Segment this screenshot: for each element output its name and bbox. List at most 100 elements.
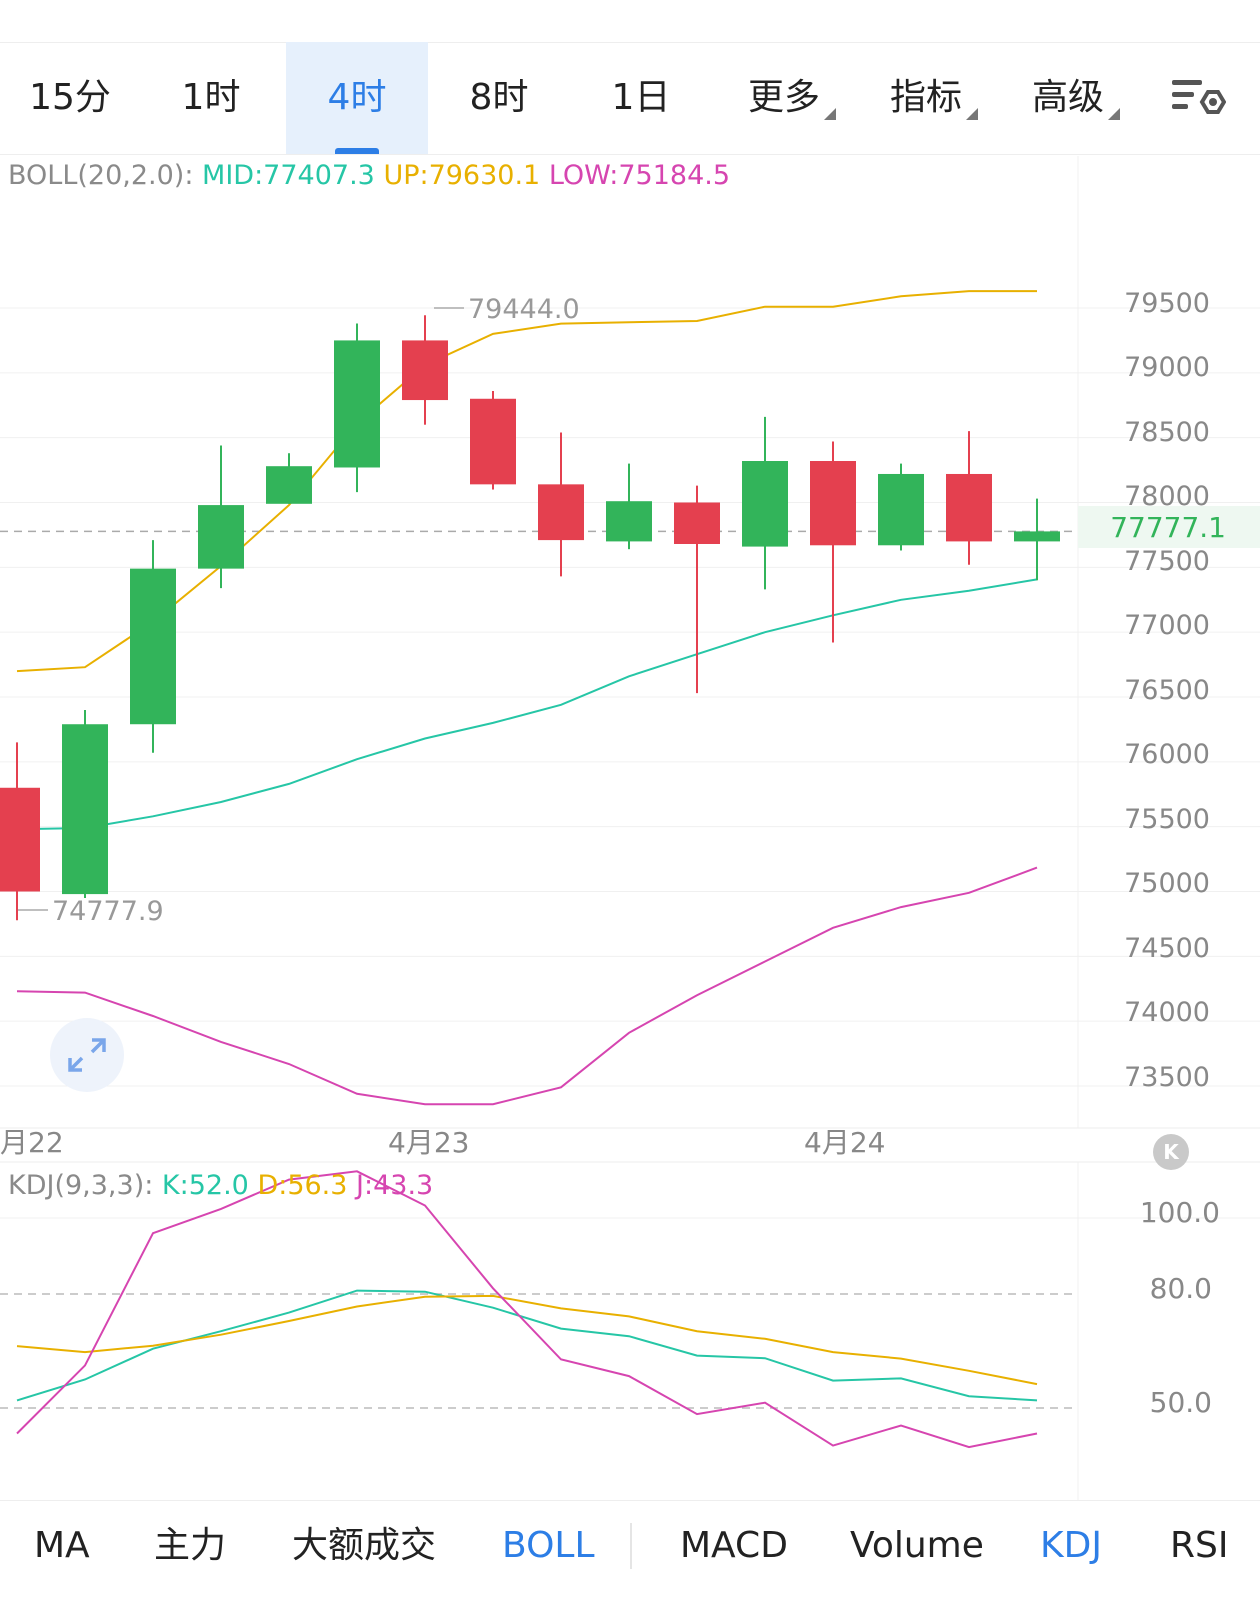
kdj-k-value: K:52.0 bbox=[161, 1170, 249, 1201]
tab-4h[interactable]: 4时 bbox=[286, 42, 428, 154]
price-tick: 77000 bbox=[1124, 610, 1210, 641]
tab-separator bbox=[630, 1523, 632, 1569]
candle bbox=[606, 463, 652, 550]
price-tick: 77500 bbox=[1124, 546, 1210, 577]
candle bbox=[0, 742, 40, 921]
candle-body bbox=[742, 461, 788, 547]
rewind-icon: K bbox=[1163, 1140, 1179, 1164]
indicators-dropdown[interactable]: 指标 bbox=[890, 42, 979, 154]
boll-name: BOLL(20,2.0): bbox=[8, 160, 194, 191]
dropdown-triangle-icon bbox=[966, 108, 979, 120]
kdj-tick: 50.0 bbox=[1150, 1386, 1212, 1419]
expand-icon bbox=[68, 1038, 106, 1072]
candle bbox=[878, 463, 924, 551]
price-tick: 79500 bbox=[1124, 288, 1210, 319]
candlestick-chart[interactable]: 79444.0 74777.9 79500 79000 78500 78000 … bbox=[0, 0, 1260, 1500]
fullscreen-button[interactable] bbox=[50, 1018, 124, 1092]
divider bbox=[0, 42, 1260, 43]
tab-1d[interactable]: 1日 bbox=[611, 77, 671, 118]
current-price-box bbox=[1078, 506, 1260, 548]
boll-mid-value: MID:77407.3 bbox=[202, 160, 375, 191]
tab-rsi[interactable]: RSI bbox=[1170, 1525, 1229, 1566]
low-price-marker: 74777.9 bbox=[52, 896, 164, 927]
candle bbox=[130, 540, 176, 753]
candle-body bbox=[0, 787, 40, 892]
candle bbox=[334, 323, 380, 493]
candle bbox=[946, 431, 992, 565]
date-label: 月22 bbox=[0, 1126, 64, 1159]
candle bbox=[198, 445, 244, 589]
candle bbox=[266, 453, 312, 504]
indicator-tabs: MA 主力 大额成交 BOLL MACD Volume KDJ RSI bbox=[0, 1500, 1260, 1605]
dropdown-triangle-icon bbox=[1108, 108, 1121, 120]
candle bbox=[742, 416, 788, 590]
kdj-legend: KDJ(9,3,3): K:52.0 D:56.3 J:43.3 bbox=[8, 1170, 433, 1201]
price-tick: 76500 bbox=[1124, 675, 1210, 706]
tab-main-force[interactable]: 主力 bbox=[154, 1525, 227, 1566]
price-tick: 74000 bbox=[1124, 997, 1210, 1028]
tab-macd[interactable]: MACD bbox=[680, 1525, 788, 1566]
tab-volume[interactable]: Volume bbox=[850, 1525, 984, 1566]
candle-body bbox=[606, 501, 652, 542]
candle-body bbox=[470, 398, 516, 485]
date-label: 4月24 bbox=[804, 1126, 885, 1159]
tab-8h[interactable]: 8时 bbox=[469, 77, 529, 118]
price-tick: 76000 bbox=[1124, 739, 1210, 770]
boll-low-line bbox=[16, 866, 1038, 1106]
advanced-dropdown[interactable]: 高级 bbox=[1032, 42, 1121, 154]
more-label: 更多 bbox=[748, 77, 821, 118]
boll-up-value: UP:79630.1 bbox=[383, 160, 541, 191]
candle bbox=[810, 441, 856, 643]
kdj-k-line bbox=[16, 1289, 1038, 1402]
advanced-label: 高级 bbox=[1032, 77, 1105, 118]
candle-body bbox=[1014, 531, 1060, 542]
divider bbox=[0, 154, 1260, 155]
indicators-label: 指标 bbox=[890, 77, 963, 118]
candle-body bbox=[266, 466, 312, 504]
candle bbox=[470, 390, 516, 490]
candle-body bbox=[62, 724, 108, 895]
candle-body bbox=[130, 568, 176, 725]
boll-legend: BOLL(20,2.0): MID:77407.3 UP:79630.1 LOW… bbox=[8, 160, 730, 191]
candle-body bbox=[878, 473, 924, 546]
date-label: 4月23 bbox=[388, 1126, 469, 1159]
tab-1h[interactable]: 1时 bbox=[181, 77, 241, 118]
scroll-to-latest-button[interactable]: K bbox=[1153, 1134, 1189, 1170]
candle bbox=[674, 485, 720, 694]
price-tick: 75000 bbox=[1124, 868, 1210, 899]
candle-body bbox=[198, 505, 244, 569]
timeframe-bar: 15分 1时 4时 8时 1日 更多 指标 高级 bbox=[0, 42, 1260, 154]
more-dropdown[interactable]: 更多 bbox=[748, 42, 837, 154]
candle bbox=[62, 709, 108, 898]
tab-large-trades[interactable]: 大额成交 bbox=[292, 1525, 437, 1566]
dropdown-triangle-icon bbox=[824, 108, 837, 120]
candle-body bbox=[810, 461, 856, 546]
candle bbox=[538, 432, 584, 577]
kdj-tick: 80.0 bbox=[1150, 1272, 1212, 1305]
tab-kdj[interactable]: KDJ bbox=[1040, 1525, 1102, 1566]
candle bbox=[402, 315, 448, 425]
candle-body bbox=[538, 484, 584, 541]
kdj-d-line bbox=[16, 1294, 1038, 1386]
boll-mid-line bbox=[16, 578, 1038, 831]
kdj-tick: 100.0 bbox=[1140, 1196, 1220, 1229]
high-price-marker: 79444.0 bbox=[468, 294, 580, 325]
kdj-d-value: D:56.3 bbox=[257, 1170, 348, 1201]
boll-up-line bbox=[16, 290, 1037, 673]
candle-body bbox=[402, 340, 448, 401]
price-tick: 74500 bbox=[1124, 933, 1210, 964]
tab-15m[interactable]: 15分 bbox=[29, 77, 111, 118]
current-price-label: 77777.1 bbox=[1110, 511, 1226, 544]
price-tick: 73500 bbox=[1124, 1062, 1210, 1093]
candle-body bbox=[946, 473, 992, 542]
kdj-j-line bbox=[16, 1170, 1038, 1449]
price-tick: 78500 bbox=[1124, 417, 1210, 448]
candle-body bbox=[334, 340, 380, 468]
kdj-name: KDJ(9,3,3): bbox=[8, 1170, 154, 1201]
tab-ma[interactable]: MA bbox=[34, 1525, 90, 1566]
tab-boll[interactable]: BOLL bbox=[502, 1525, 595, 1566]
boll-low-value: LOW:75184.5 bbox=[548, 160, 731, 191]
candle bbox=[1014, 498, 1060, 581]
price-tick: 75500 bbox=[1124, 804, 1210, 835]
chart-settings-icon[interactable] bbox=[1170, 76, 1227, 124]
